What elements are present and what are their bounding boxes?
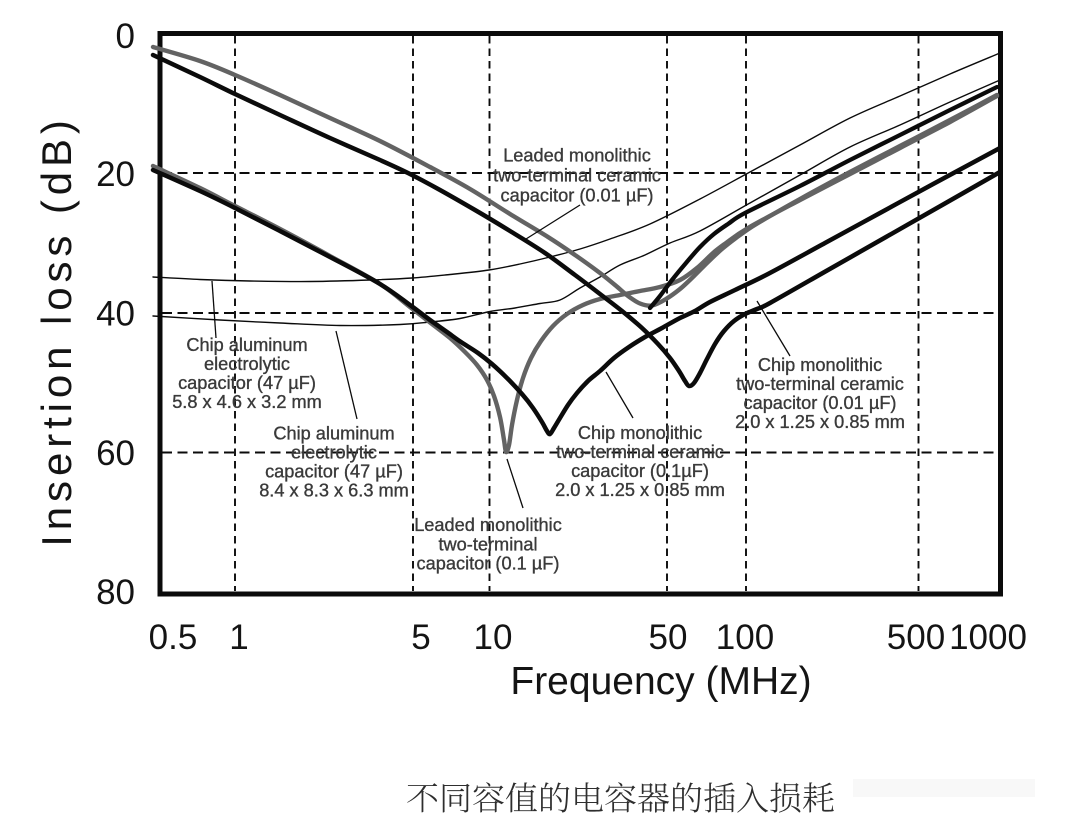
svg-text:electrolytic: electrolytic xyxy=(291,443,377,463)
svg-text:20: 20 xyxy=(96,155,135,194)
svg-text:Leaded monolithic: Leaded monolithic xyxy=(414,515,562,535)
svg-text:8.4 x 8.3 x 6.3 mm: 8.4 x 8.3 x 6.3 mm xyxy=(259,481,409,501)
svg-text:2.0 x 1.25 x 0.85 mm: 2.0 x 1.25 x 0.85 mm xyxy=(735,412,905,432)
svg-text:60: 60 xyxy=(96,434,135,473)
svg-text:0: 0 xyxy=(116,17,135,56)
svg-text:100: 100 xyxy=(716,618,774,657)
svg-text:5.8 x 4.6 x 3.2 mm: 5.8 x 4.6 x 3.2 mm xyxy=(172,392,322,412)
svg-text:50: 50 xyxy=(649,618,688,657)
svg-text:500: 500 xyxy=(887,618,945,657)
svg-text:two-terminal ceramic: two-terminal ceramic xyxy=(493,166,661,186)
svg-text:40: 40 xyxy=(96,295,135,334)
svg-text:0.5: 0.5 xyxy=(149,618,198,657)
svg-text:2.0 x 1.25 x 0.85 mm: 2.0 x 1.25 x 0.85 mm xyxy=(555,480,725,500)
svg-text:two-terminal ceramic: two-terminal ceramic xyxy=(556,442,724,462)
svg-text:Frequency (MHz): Frequency (MHz) xyxy=(510,660,811,703)
svg-text:two-terminal: two-terminal xyxy=(438,534,537,554)
svg-text:Chip monolithic: Chip monolithic xyxy=(578,423,702,443)
svg-text:Chip aluminum: Chip aluminum xyxy=(273,424,394,444)
svg-text:1000: 1000 xyxy=(949,618,1027,657)
svg-text:5: 5 xyxy=(411,618,430,657)
svg-text:capacitor (47 µF): capacitor (47 µF) xyxy=(178,373,316,393)
svg-text:capacitor (0.1µF): capacitor (0.1µF) xyxy=(571,461,709,481)
svg-text:Insertion loss (dB): Insertion loss (dB) xyxy=(33,115,80,547)
svg-text:10: 10 xyxy=(474,618,513,657)
svg-text:capacitor (0.01 µF): capacitor (0.01 µF) xyxy=(500,186,653,206)
svg-text:Leaded monolithic: Leaded monolithic xyxy=(503,146,651,166)
svg-text:two-terminal ceramic: two-terminal ceramic xyxy=(736,374,904,394)
svg-text:Chip monolithic: Chip monolithic xyxy=(758,355,882,375)
svg-text:electrolytic: electrolytic xyxy=(204,354,290,374)
svg-text:80: 80 xyxy=(96,573,135,612)
svg-text:capacitor (0.01 µF): capacitor (0.01 µF) xyxy=(743,393,896,413)
svg-text:1: 1 xyxy=(229,618,248,657)
svg-text:capacitor (0.1 µF): capacitor (0.1 µF) xyxy=(417,554,560,574)
svg-text:Chip aluminum: Chip aluminum xyxy=(186,335,307,355)
svg-text:capacitor (47 µF): capacitor (47 µF) xyxy=(265,462,403,482)
